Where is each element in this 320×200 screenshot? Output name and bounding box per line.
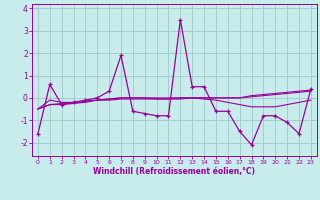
X-axis label: Windchill (Refroidissement éolien,°C): Windchill (Refroidissement éolien,°C) [93,167,255,176]
